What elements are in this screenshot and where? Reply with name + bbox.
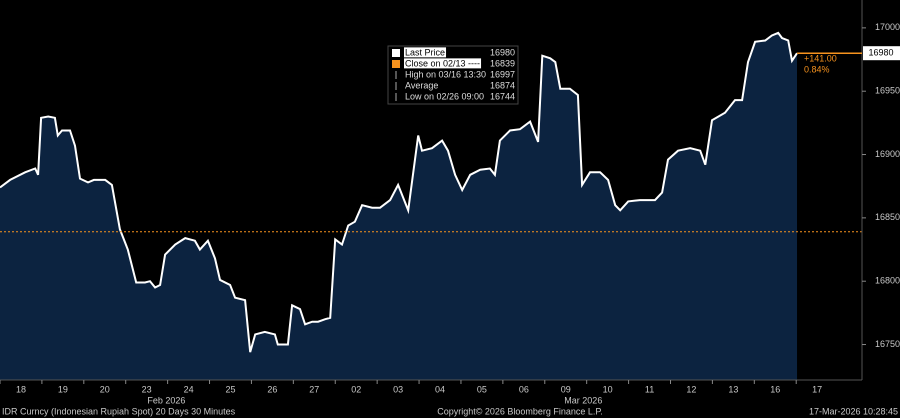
legend-value: 16744 <box>490 91 515 101</box>
legend-label: Last Price <box>405 47 445 57</box>
legend-value: 16874 <box>490 80 515 90</box>
month-label: Feb 2026 <box>147 395 185 405</box>
legend-swatch <box>392 49 400 57</box>
legend-label-bg <box>404 58 482 69</box>
legend-swatch <box>392 60 400 68</box>
change-pct-label: 0.84% <box>804 65 830 75</box>
x-tick-label: 05 <box>477 384 487 394</box>
x-tick-label: 20 <box>100 384 110 394</box>
x-tick-label: 16 <box>770 384 780 394</box>
y-tick-label: 16900 <box>875 149 900 159</box>
x-tick-label: 11 <box>645 384 654 394</box>
x-tick-label: 27 <box>309 384 319 394</box>
x-tick-label: 12 <box>686 384 696 394</box>
last-price-label: 16980 <box>868 48 893 58</box>
month-label: Mar 2026 <box>564 395 602 405</box>
legend-label: High on 03/16 13:30 <box>405 69 486 79</box>
x-tick-label: 26 <box>267 384 277 394</box>
x-tick-label: 04 <box>435 384 445 394</box>
x-tick-label: 17 <box>812 384 822 394</box>
legend-value: 16980 <box>490 47 515 57</box>
x-tick-label: 23 <box>142 384 152 394</box>
x-tick-label: 02 <box>351 384 361 394</box>
footer-left: IDR Curncy (Indonesian Rupiah Spot) 20 D… <box>2 406 236 416</box>
x-tick-label: 03 <box>393 384 403 394</box>
price-line <box>0 31 798 353</box>
footer-center: Copyright© 2026 Bloomberg Finance L.P. <box>437 406 603 416</box>
y-tick-label: 16950 <box>875 86 900 96</box>
legend-label: Average <box>405 80 438 90</box>
x-tick-label: 24 <box>184 384 194 394</box>
y-tick-label: 16750 <box>875 339 900 349</box>
change-label: +141.00 <box>804 54 837 64</box>
x-tick-label: 19 <box>58 384 68 394</box>
footer-right: 17-Mar-2026 10:28:45 <box>809 406 898 416</box>
legend-label: Close on 02/13 ---- <box>405 58 480 68</box>
legend-label: Low on 02/26 09:00 <box>405 91 484 101</box>
legend-value: 16839 <box>490 58 515 68</box>
y-tick-label: 16800 <box>875 276 900 286</box>
y-tick-label: 17000 <box>875 22 900 32</box>
legend-label-bg <box>404 47 447 58</box>
y-tick-label: 16850 <box>875 212 900 222</box>
x-tick-label: 18 <box>16 384 26 394</box>
legend-value: 16997 <box>490 69 515 79</box>
x-tick-label: 25 <box>225 384 235 394</box>
area <box>0 32 798 381</box>
x-tick-label: 09 <box>561 384 571 394</box>
x-tick-label: 13 <box>728 384 738 394</box>
x-tick-label: 06 <box>519 384 529 394</box>
last-price-box <box>863 46 900 61</box>
x-tick-label: 10 <box>603 384 613 394</box>
